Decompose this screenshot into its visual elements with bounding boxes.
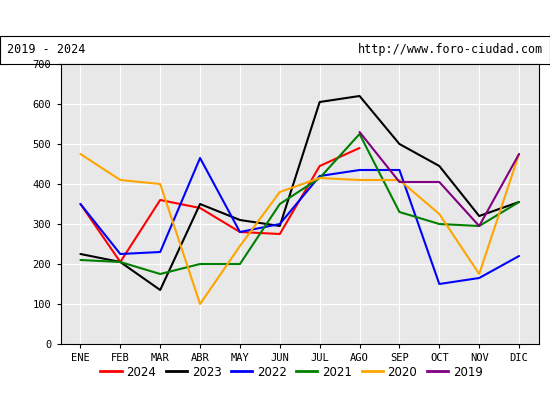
Text: 2019 - 2024: 2019 - 2024 bbox=[7, 44, 85, 56]
Text: http://www.foro-ciudad.com: http://www.foro-ciudad.com bbox=[358, 44, 543, 56]
Text: Evolucion Nº Turistas Nacionales en el municipio de Binaced: Evolucion Nº Turistas Nacionales en el m… bbox=[28, 11, 522, 25]
Legend: 2024, 2023, 2022, 2021, 2020, 2019: 2024, 2023, 2022, 2021, 2020, 2019 bbox=[96, 361, 487, 383]
